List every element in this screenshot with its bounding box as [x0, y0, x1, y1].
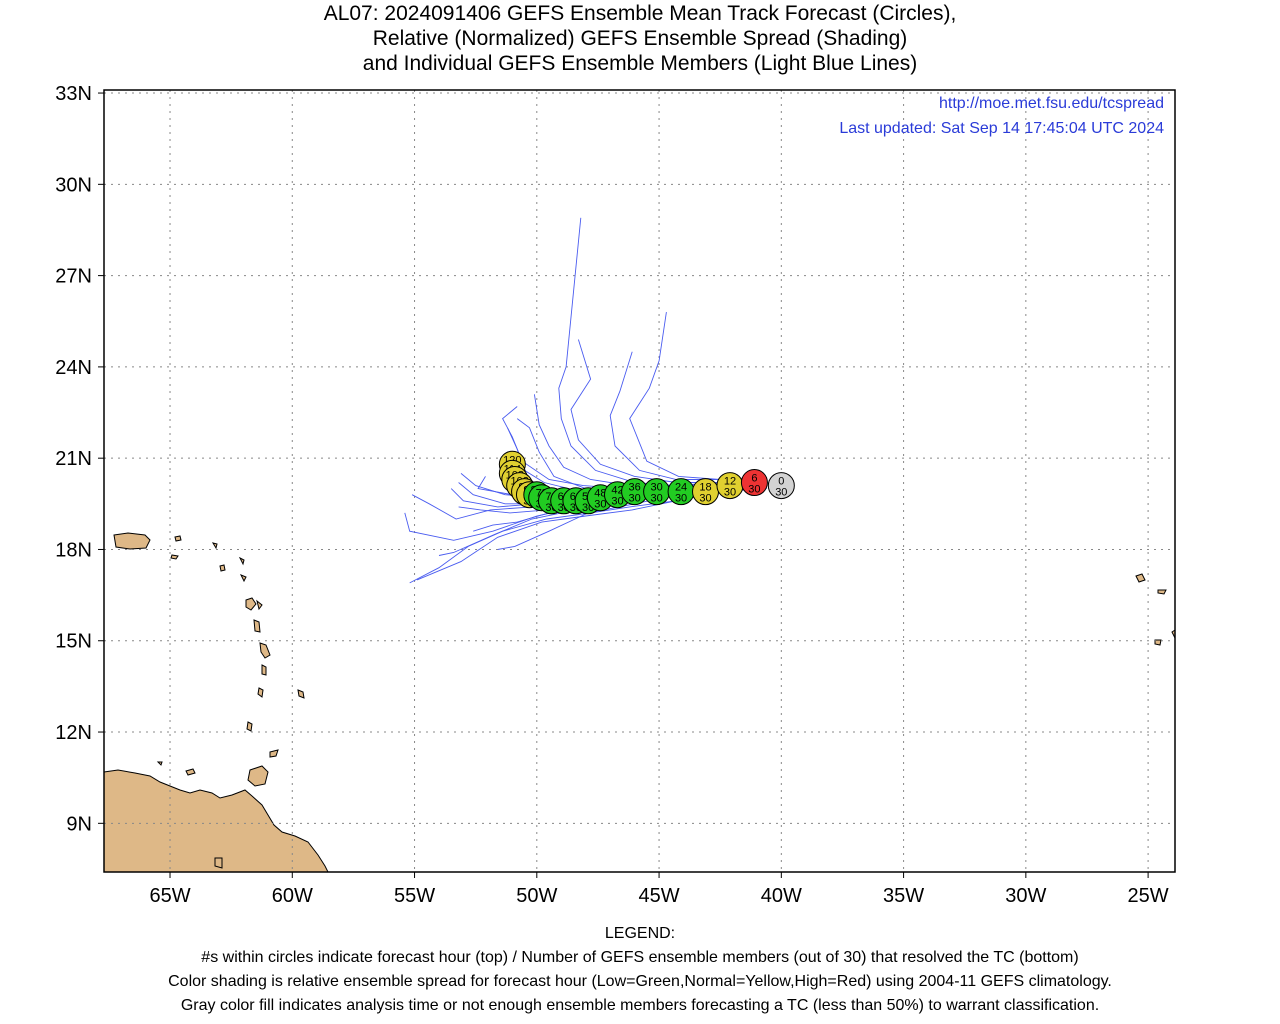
map-frame: [103, 89, 1176, 873]
forecast-hour-label: 18: [699, 482, 711, 494]
lon-tick-label: 40W: [761, 885, 802, 907]
forecast-hour-label: 30: [650, 482, 662, 494]
island: [219, 564, 226, 572]
island: [238, 556, 245, 566]
legend-line-3: Gray color fill indicates analysis time …: [180, 997, 1100, 1014]
forecast-hour-label: 42: [611, 485, 623, 497]
island: [257, 687, 264, 698]
lat-tick-label: 24N: [55, 357, 92, 379]
martinique-island: [259, 642, 271, 659]
cape-verde-island: [1154, 639, 1162, 646]
credit-url: http://moe.met.fsu.edu/tcspread: [939, 95, 1164, 112]
dominica-island: [253, 619, 261, 633]
member-count-label: 30: [650, 493, 662, 505]
lon-tick-label: 45W: [638, 885, 679, 907]
member-count-label: 30: [594, 499, 606, 511]
island: [185, 768, 196, 776]
mean-track-point: 630: [740, 469, 768, 497]
lat-tick-label: 21N: [55, 448, 92, 470]
forecast-hour-label: 36: [628, 482, 640, 494]
cape-verde-island: [1135, 573, 1146, 583]
tobago-island: [269, 749, 279, 758]
forecast-hour-label: 24: [675, 482, 687, 494]
barbados-island: [297, 689, 305, 699]
lat-tick-label: 33N: [55, 83, 92, 105]
island: [256, 599, 263, 611]
grenada-island: [246, 721, 253, 732]
lat-tick-label: 18N: [55, 539, 92, 561]
south-america-landmass: [103, 769, 329, 873]
lon-tick-label: 60W: [272, 885, 313, 907]
lon-tick-label: 50W: [516, 885, 557, 907]
lat-tick-label: 9N: [66, 813, 92, 835]
lon-tick-label: 65W: [149, 885, 190, 907]
title-line-1: AL07: 2024091406 GEFS Ensemble Mean Trac…: [323, 2, 957, 25]
legend-line-1: #s within circles indicate forecast hour…: [201, 949, 1079, 966]
member-count-label: 30: [611, 496, 623, 508]
guadeloupe-island: [245, 597, 257, 611]
forecast-hour-label: 12: [724, 476, 736, 488]
forecast-hour-label: 0: [778, 476, 784, 488]
member-count-label: 30: [628, 493, 640, 505]
member-track-line: [609, 351, 767, 483]
lat-tick-label: 15N: [55, 631, 92, 653]
grid-layer: [104, 90, 1175, 872]
land-layer: [103, 532, 1176, 873]
island: [174, 535, 182, 542]
member-count-label: 30: [775, 487, 787, 499]
island: [156, 761, 163, 766]
mean-track-point: 030: [767, 472, 795, 500]
title-line-3: and Individual GEFS Ensemble Members (Li…: [362, 52, 918, 75]
axis-labels: 65W 60W 55W 50W 45W 40W 35W 30W 25W 33N 30N 27N 24N 2…: [55, 83, 1168, 907]
island: [211, 542, 218, 550]
lon-tick-label: 55W: [394, 885, 435, 907]
member-count-label: 30: [675, 493, 687, 505]
member-count-label: 30: [724, 487, 736, 499]
lat-tick-label: 12N: [55, 722, 92, 744]
trinidad-island: [247, 765, 269, 787]
lon-tick-label: 25W: [1128, 885, 1169, 907]
island: [170, 554, 179, 560]
lat-tick-label: 30N: [55, 174, 92, 196]
puerto-rico-island: [113, 532, 151, 550]
st-lucia-island: [261, 664, 267, 676]
title-line-2: Relative (Normalized) GEFS Ensemble Spre…: [372, 27, 908, 50]
ensemble-mean-track: 1202911429108291022996309030843078307230…: [498, 450, 795, 515]
forecast-hour-label: 48: [594, 488, 606, 500]
forecast-circle: [767, 472, 795, 500]
legend-line-2: Color shading is relative ensemble sprea…: [168, 973, 1112, 990]
credit-updated: Last updated: Sat Sep 14 17:45:04 UTC 20…: [839, 120, 1164, 137]
member-count-label: 30: [699, 493, 711, 505]
forecast-hour-label: 6: [751, 473, 757, 485]
forecast-circle: [740, 469, 768, 497]
lat-tick-label: 27N: [55, 266, 92, 288]
legend-heading: LEGEND:: [604, 925, 676, 942]
lon-tick-label: 30W: [1005, 885, 1046, 907]
island: [239, 574, 247, 583]
member-count-label: 30: [748, 484, 760, 496]
cape-verde-island: [1157, 589, 1167, 595]
island: [214, 857, 223, 869]
lon-tick-label: 35W: [883, 885, 924, 907]
